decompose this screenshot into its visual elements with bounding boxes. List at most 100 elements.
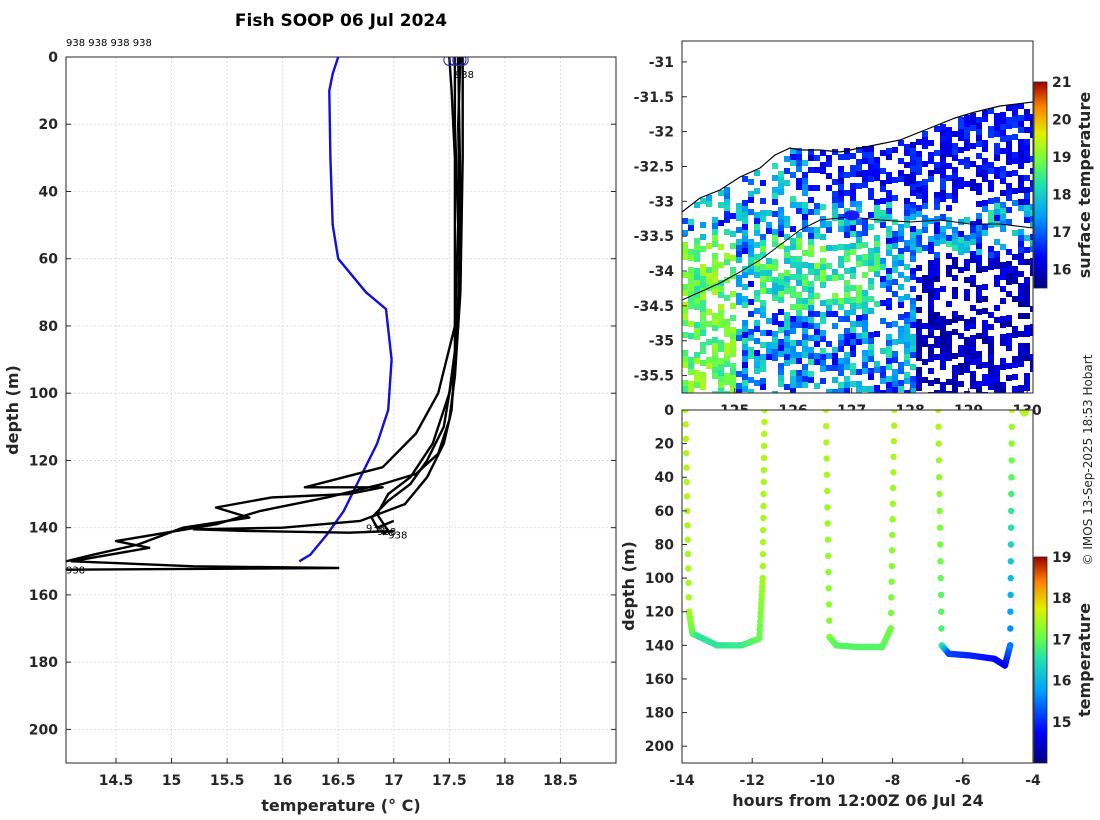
sst-pixel xyxy=(952,185,958,191)
sst-pixel xyxy=(874,253,880,259)
sst-pixel xyxy=(784,384,790,390)
sst-pixel xyxy=(964,367,970,373)
sst-pixel xyxy=(994,305,1000,311)
sst-pixel xyxy=(814,353,820,359)
sst-pixel xyxy=(850,153,856,159)
sst-pixel xyxy=(754,338,760,344)
sst-pixel xyxy=(976,129,982,135)
sst-pixel xyxy=(952,275,958,281)
sst-pixel xyxy=(790,370,796,376)
sst-pixel xyxy=(1000,358,1006,364)
sst-pixel xyxy=(850,165,856,171)
sst-pixel xyxy=(742,218,748,224)
sst-pixel xyxy=(910,388,916,393)
sst-pixel xyxy=(946,301,952,307)
sst-pixel xyxy=(724,211,730,217)
sst-pixel xyxy=(730,255,736,261)
sst-pixel xyxy=(796,304,802,310)
sst-pixel xyxy=(778,321,784,327)
map-colorbar-tick-label: 17 xyxy=(1052,225,1071,241)
timeseries-y-tick-label: 160 xyxy=(645,672,674,688)
temperature-sample xyxy=(761,430,768,438)
temperature-sample xyxy=(683,478,690,486)
sst-pixel xyxy=(910,178,916,184)
sst-pixel xyxy=(772,295,778,301)
sst-pixel xyxy=(982,326,988,332)
sst-pixel xyxy=(712,265,718,271)
sst-pixel xyxy=(892,243,898,249)
sst-pixel xyxy=(970,119,976,125)
sst-pixel xyxy=(706,273,712,279)
temperature-sample xyxy=(1008,490,1015,498)
sst-pixel xyxy=(976,363,982,369)
sst-pixel xyxy=(940,382,946,388)
sst-pixel xyxy=(748,263,754,269)
sst-pixel xyxy=(952,197,958,203)
sst-pixel xyxy=(742,224,748,230)
profile-y-tick-label: 120 xyxy=(29,453,58,469)
sst-pixel xyxy=(742,320,748,326)
sst-pixel xyxy=(838,298,844,304)
sst-pixel xyxy=(1000,172,1006,178)
sst-pixel xyxy=(784,288,790,294)
sst-pixel xyxy=(886,274,892,280)
temperature-sample xyxy=(888,562,895,570)
sst-pixel xyxy=(718,358,724,364)
sst-pixel xyxy=(838,274,844,280)
sst-pixel xyxy=(952,317,958,323)
sst-pixel xyxy=(1012,356,1018,362)
sst-pixel xyxy=(910,268,916,274)
sst-pixel xyxy=(964,235,970,241)
sst-pixel xyxy=(1000,268,1006,274)
sst-pixel xyxy=(988,378,994,384)
sst-pixel xyxy=(940,316,946,322)
temperature-sample xyxy=(685,565,692,572)
timeseries-y-tick-label: 200 xyxy=(645,739,674,755)
sst-pixel xyxy=(892,357,898,363)
sst-pixel xyxy=(928,284,934,290)
sst-pixel xyxy=(814,209,820,215)
temperature-sample xyxy=(890,422,898,429)
sst-pixel xyxy=(802,340,808,346)
sst-pixel xyxy=(1018,241,1024,247)
sst-pixel xyxy=(1012,266,1018,272)
sst-pixel xyxy=(814,335,820,341)
sst-pixel xyxy=(934,336,940,342)
sst-pixel xyxy=(874,265,880,271)
sst-pixel xyxy=(982,116,988,122)
temperature-sample xyxy=(823,471,831,478)
sst-pixel xyxy=(976,243,982,249)
sst-pixel xyxy=(952,143,958,149)
sst-pixel xyxy=(922,323,928,329)
sst-pixel xyxy=(916,265,922,271)
timeseries-x-tick-label: -6 xyxy=(955,773,971,789)
sst-pixel xyxy=(700,324,706,330)
sst-pixel xyxy=(946,241,952,247)
sst-pixel xyxy=(766,342,772,348)
sst-pixel xyxy=(1018,259,1024,265)
sst-pixel xyxy=(772,187,778,193)
sst-pixel xyxy=(748,389,754,393)
sst-pixel xyxy=(1030,120,1033,126)
sst-pixel xyxy=(862,158,868,164)
sst-pixel xyxy=(898,326,904,332)
sst-pixel xyxy=(724,253,730,259)
temperature-sample xyxy=(759,538,767,546)
sst-pixel xyxy=(838,358,844,364)
sst-pixel xyxy=(874,157,880,163)
sst-pixel xyxy=(832,269,838,275)
sst-pixel xyxy=(886,154,892,160)
sst-pixel xyxy=(796,298,802,304)
sst-pixel xyxy=(862,296,868,302)
sst-pixel xyxy=(766,270,772,276)
sst-pixel xyxy=(802,304,808,310)
sst-pixel xyxy=(742,368,748,374)
sst-pixel xyxy=(928,290,934,296)
sst-pixel xyxy=(778,375,784,381)
sst-pixel xyxy=(712,283,718,289)
temperature-sample xyxy=(759,550,767,558)
sst-pixel xyxy=(934,162,940,168)
sst-pixel xyxy=(814,263,820,269)
sst-pixel xyxy=(826,227,832,233)
sst-pixel xyxy=(1012,122,1018,128)
